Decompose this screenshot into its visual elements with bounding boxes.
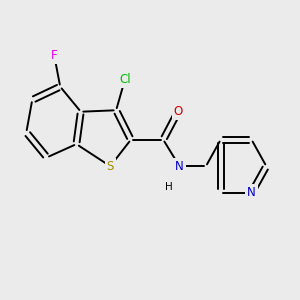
Text: O: O <box>173 105 183 118</box>
Text: N: N <box>247 186 256 199</box>
Text: F: F <box>51 49 58 62</box>
Text: N: N <box>175 160 184 173</box>
Text: Cl: Cl <box>119 73 131 86</box>
Text: S: S <box>106 160 114 173</box>
Text: H: H <box>165 182 173 192</box>
